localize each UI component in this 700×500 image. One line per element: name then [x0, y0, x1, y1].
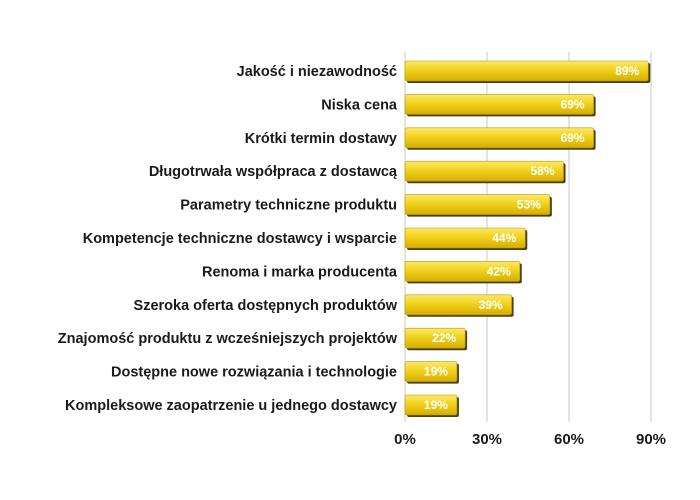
category-label: Jakość i niezawodność	[237, 64, 397, 80]
x-axis-ticks: 0% 30% 60% 90%	[394, 431, 666, 448]
bar	[404, 94, 594, 115]
category-label: Kompleksowe zaopatrzenie u jednego dosta…	[65, 398, 397, 414]
x-tick-label: 60%	[554, 431, 584, 448]
category-label: Szeroka oferta dostępnych produktów	[134, 298, 398, 314]
bar	[404, 294, 512, 316]
bar-value-label: 58%	[531, 164, 555, 178]
bar	[404, 261, 521, 282]
bar	[404, 227, 526, 249]
bar	[404, 394, 458, 416]
category-label: Renoma i marka producenta	[202, 264, 398, 280]
bar-value-label: 89%	[615, 64, 639, 78]
x-tick-label: 0%	[394, 431, 416, 448]
category-label: Niska cena	[321, 97, 398, 113]
x-tick-label: 30%	[472, 431, 502, 448]
bar	[404, 327, 466, 349]
x-tick-label: 90%	[636, 431, 666, 448]
category-label: Znajomość produktu z wcześniejszych proj…	[58, 331, 398, 347]
bar	[404, 160, 564, 182]
category-label: Krótki termin dostawy	[245, 131, 397, 147]
bar-value-label: 19%	[424, 365, 448, 379]
bar-value-label: 19%	[424, 398, 448, 412]
bar	[404, 60, 649, 82]
category-label: Długotrwała współpraca z dostawcą	[149, 164, 398, 180]
bar	[404, 361, 458, 382]
bar-value-label: 69%	[561, 97, 585, 111]
category-label: Parametry techniczne produktu	[180, 198, 397, 214]
bar-value-label: 44%	[492, 231, 516, 245]
bar-value-label: 69%	[561, 131, 585, 145]
bars: 89% 69% 69% 58% 53% 44% 42% 39% 22% 19% 19%	[404, 60, 651, 417]
bar	[404, 194, 551, 215]
bar-value-label: 22%	[432, 331, 456, 345]
category-label: Dostępne nowe rozwiązania i technologie	[111, 365, 397, 381]
bar-value-label: 42%	[487, 264, 511, 278]
category-labels: Jakość i niezawodność Niska cena Krótki te…	[58, 64, 398, 414]
category-label: Kompetencje techniczne dostawcy i wsparc…	[83, 231, 397, 247]
bar-value-label: 39%	[479, 298, 503, 312]
bar	[404, 127, 594, 149]
bar-value-label: 53%	[517, 198, 541, 212]
